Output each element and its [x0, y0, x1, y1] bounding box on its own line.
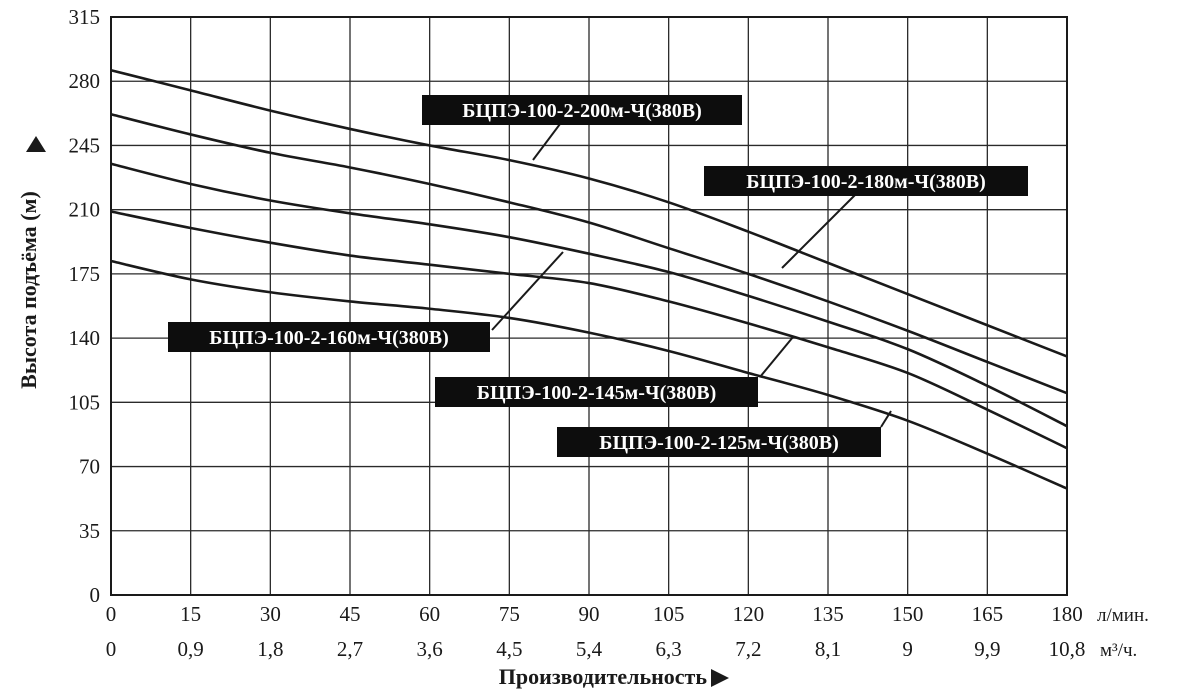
leader-line-4 — [759, 336, 794, 378]
x-tick-label: 45 — [340, 602, 361, 626]
y-tick-label: 280 — [69, 69, 101, 93]
x-tick-label-secondary: 10,8 — [1049, 637, 1086, 661]
series-label-5: БЦПЭ-100-2-125м-Ч(380В) — [599, 432, 839, 454]
leader-lines — [491, 123, 892, 428]
x-tick-label: 135 — [812, 602, 844, 626]
series-line-4 — [110, 210, 1068, 450]
x-tick-label-secondary: 7,2 — [735, 637, 761, 661]
series-label-box-1 — [422, 95, 742, 125]
x-tick-label: 150 — [892, 602, 924, 626]
plot-frame — [110, 16, 1068, 596]
x-tick-label-secondary: 9 — [902, 637, 913, 661]
series-line-5 — [110, 259, 1068, 490]
series-label-box-2 — [704, 166, 1028, 196]
x-tick-label: 0 — [106, 602, 117, 626]
x-tick-label-secondary: 8,1 — [815, 637, 841, 661]
x-tick-label: 75 — [499, 602, 520, 626]
leader-line-3 — [491, 251, 564, 331]
y-tick-label: 105 — [69, 390, 101, 414]
x-tick-label-secondary: 1,8 — [257, 637, 283, 661]
y-tick-label: 175 — [69, 262, 101, 286]
x-tick-label-secondary: 0 — [106, 637, 117, 661]
x-tick-label-secondary: 5,4 — [576, 637, 603, 661]
series-label-box-5 — [557, 427, 881, 457]
x-tick-label: 180 — [1051, 602, 1083, 626]
x-axis-arrow-icon — [711, 669, 729, 687]
x-unit-secondary: м³/ч. — [1100, 640, 1137, 661]
series-line-2 — [110, 112, 1068, 395]
y-axis-label: Высота подъёма (м) — [16, 191, 41, 389]
x-tick-label-secondary: 9,9 — [974, 637, 1000, 661]
y-tick-label: 315 — [69, 5, 101, 29]
x-tick-label: 30 — [260, 602, 281, 626]
leader-line-5 — [880, 410, 892, 428]
series-line-3 — [110, 162, 1068, 428]
series-label-3: БЦПЭ-100-2-160м-Ч(380В) — [209, 327, 449, 349]
series-line-1 — [110, 68, 1068, 358]
series-label-4: БЦПЭ-100-2-145м-Ч(380В) — [477, 382, 717, 404]
y-tick-label: 210 — [69, 198, 101, 222]
series-lines — [110, 68, 1068, 490]
tick-labels: 00150,9301,8452,7603,6754,5905,41056,312… — [69, 5, 1086, 661]
x-tick-label: 165 — [972, 602, 1004, 626]
x-unit-primary: л/мин. — [1097, 605, 1149, 626]
y-tick-label: 35 — [79, 519, 100, 543]
x-axis-label: Производительность — [499, 664, 708, 689]
x-tick-label: 120 — [733, 602, 765, 626]
y-tick-label: 70 — [79, 455, 100, 479]
x-tick-label-secondary: 0,9 — [178, 637, 204, 661]
leader-line-1 — [532, 123, 561, 161]
x-tick-label-secondary: 6,3 — [656, 637, 682, 661]
y-tick-label: 245 — [69, 133, 101, 157]
x-tick-label-secondary: 3,6 — [417, 637, 443, 661]
x-tick-label-secondary: 4,5 — [496, 637, 522, 661]
series-labels: БЦПЭ-100-2-200м-Ч(380В) БЦПЭ-100-2-180м-Ч… — [168, 95, 1028, 457]
y-tick-label: 0 — [90, 583, 101, 607]
x-tick-label: 105 — [653, 602, 685, 626]
y-tick-label: 140 — [69, 326, 101, 350]
x-tick-label: 90 — [579, 602, 600, 626]
x-tick-label: 15 — [180, 602, 201, 626]
series-label-box-4 — [435, 377, 758, 407]
leader-line-2 — [781, 193, 857, 269]
series-label-1: БЦПЭ-100-2-200м-Ч(380В) — [462, 100, 702, 122]
x-tick-label: 60 — [419, 602, 440, 626]
x-tick-label-secondary: 2,7 — [337, 637, 363, 661]
series-label-2: БЦПЭ-100-2-180м-Ч(380В) — [746, 171, 986, 193]
y-axis-arrow-icon — [26, 136, 46, 152]
series-label-box-3 — [168, 322, 490, 352]
